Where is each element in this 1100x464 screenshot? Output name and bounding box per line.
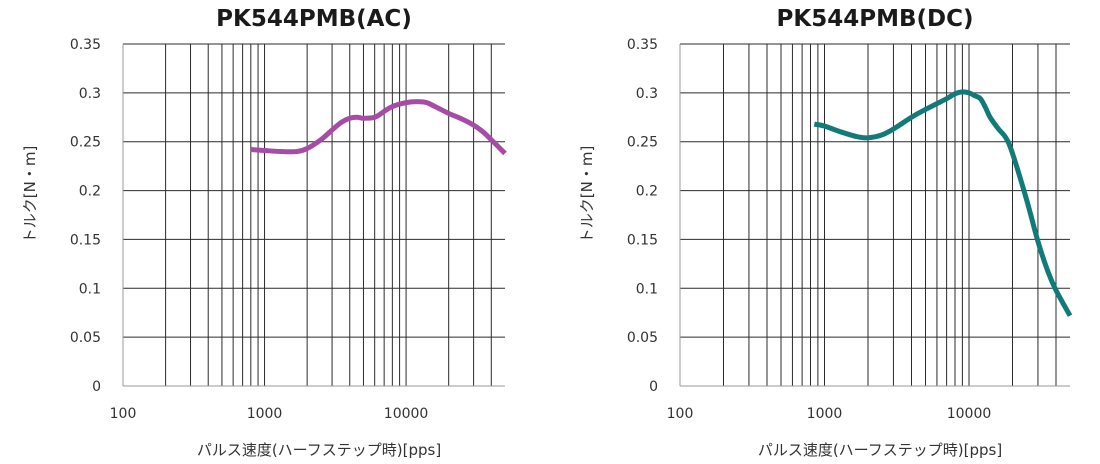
x-tick-label: 100 <box>110 406 137 422</box>
chart-ac: 0 0.05 0.1 0.15 0.2 0.25 0.3 0.35 100 1000 10000 PK… <box>21 6 507 459</box>
y-tick-label: 0.25 <box>70 135 101 151</box>
y-tick-label: 0.35 <box>627 37 658 53</box>
y-axis-label: トルク[N・m] <box>21 146 39 244</box>
torque-curve <box>813 89 1073 317</box>
y-tick-label: 0.3 <box>79 86 101 102</box>
y-tick-label: 0 <box>649 379 658 395</box>
chart-title: PK544PMB(AC) <box>216 6 412 32</box>
x-tick-label: 1000 <box>807 406 843 422</box>
x-axis-label: パルス速度(ハーフステップ時)[pps] <box>758 441 1002 459</box>
y-tick-label: 0.1 <box>636 281 658 297</box>
y-tick-label: 0.25 <box>627 135 658 151</box>
torque-curve <box>250 99 507 156</box>
chart-title: PK544PMB(DC) <box>777 6 974 32</box>
y-tick-label: 0.2 <box>636 184 658 200</box>
x-tick-label: 100 <box>667 406 694 422</box>
y-tick-label: 0.05 <box>627 330 658 346</box>
x-axis-label: パルス速度(ハーフステップ時)[pps] <box>197 441 441 459</box>
x-tick-label: 10000 <box>947 406 992 422</box>
y-tick-label: 0.1 <box>79 281 101 297</box>
x-tick-label: 10000 <box>384 406 429 422</box>
y-axis-label: トルク[N・m] <box>578 146 596 244</box>
y-tick-label: 0.15 <box>70 232 101 248</box>
y-tick-label: 0.15 <box>627 232 658 248</box>
x-tick-label: 1000 <box>247 406 283 422</box>
chart-dc: 0 0.05 0.1 0.15 0.2 0.25 0.3 0.35 100 1000 10000 PK… <box>578 6 1073 459</box>
y-tick-label: 0.3 <box>636 86 658 102</box>
y-tick-label: 0.05 <box>70 330 101 346</box>
y-tick-label: 0.35 <box>70 37 101 53</box>
y-tick-label: 0 <box>92 379 101 395</box>
y-tick-label: 0.2 <box>79 184 101 200</box>
